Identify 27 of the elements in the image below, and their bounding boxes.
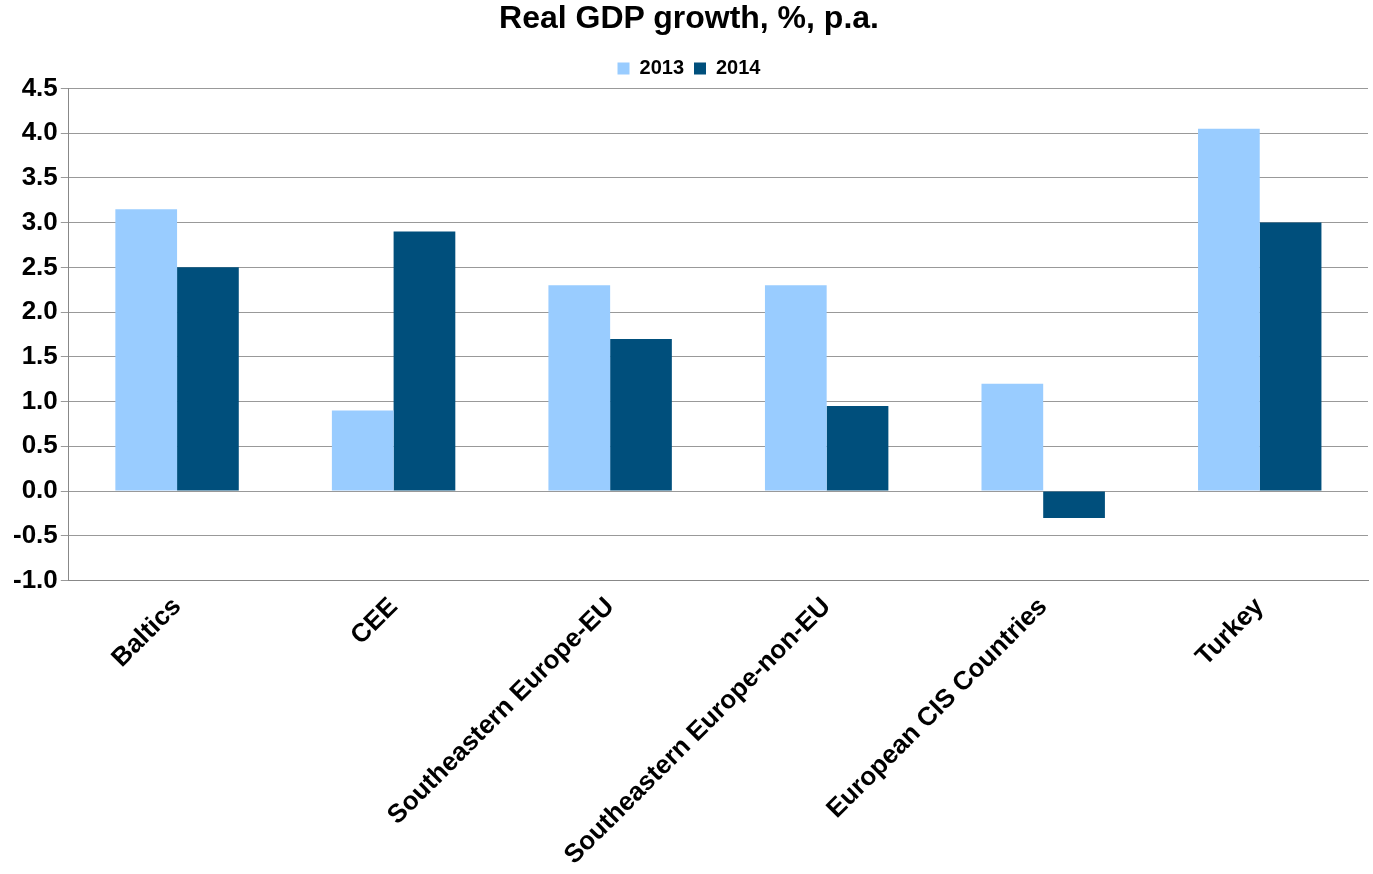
bar bbox=[1198, 128, 1260, 491]
y-tick-label: 0.5 bbox=[21, 429, 58, 460]
y-tick-label: 3.0 bbox=[21, 205, 58, 236]
y-tick-label: -1.0 bbox=[12, 563, 58, 594]
y-tick-label: -0.5 bbox=[12, 518, 58, 549]
bar bbox=[548, 285, 611, 491]
y-tick-label: 0.0 bbox=[21, 474, 58, 505]
legend-label: 2014 bbox=[716, 55, 762, 78]
bar bbox=[826, 406, 889, 491]
y-tick-label: 2.5 bbox=[21, 250, 58, 281]
bar bbox=[393, 231, 456, 491]
y-tick-label: 3.5 bbox=[21, 161, 58, 192]
bar bbox=[177, 267, 239, 491]
bar bbox=[1043, 491, 1105, 518]
y-tick-label: 4.0 bbox=[21, 116, 58, 147]
bar bbox=[764, 285, 827, 491]
bar bbox=[610, 338, 672, 491]
bar bbox=[1259, 222, 1322, 491]
bar bbox=[981, 383, 1044, 491]
legend-label: 2013 bbox=[639, 55, 685, 78]
y-tick-label: 1.0 bbox=[21, 384, 58, 415]
chart-title: Real GDP growth, %, p.a. bbox=[499, 0, 879, 36]
y-tick-label: 1.5 bbox=[21, 340, 58, 371]
bar bbox=[115, 209, 178, 491]
y-tick-label: 2.0 bbox=[21, 295, 58, 326]
bar bbox=[331, 410, 394, 491]
y-tick-label: 4.5 bbox=[21, 71, 58, 102]
